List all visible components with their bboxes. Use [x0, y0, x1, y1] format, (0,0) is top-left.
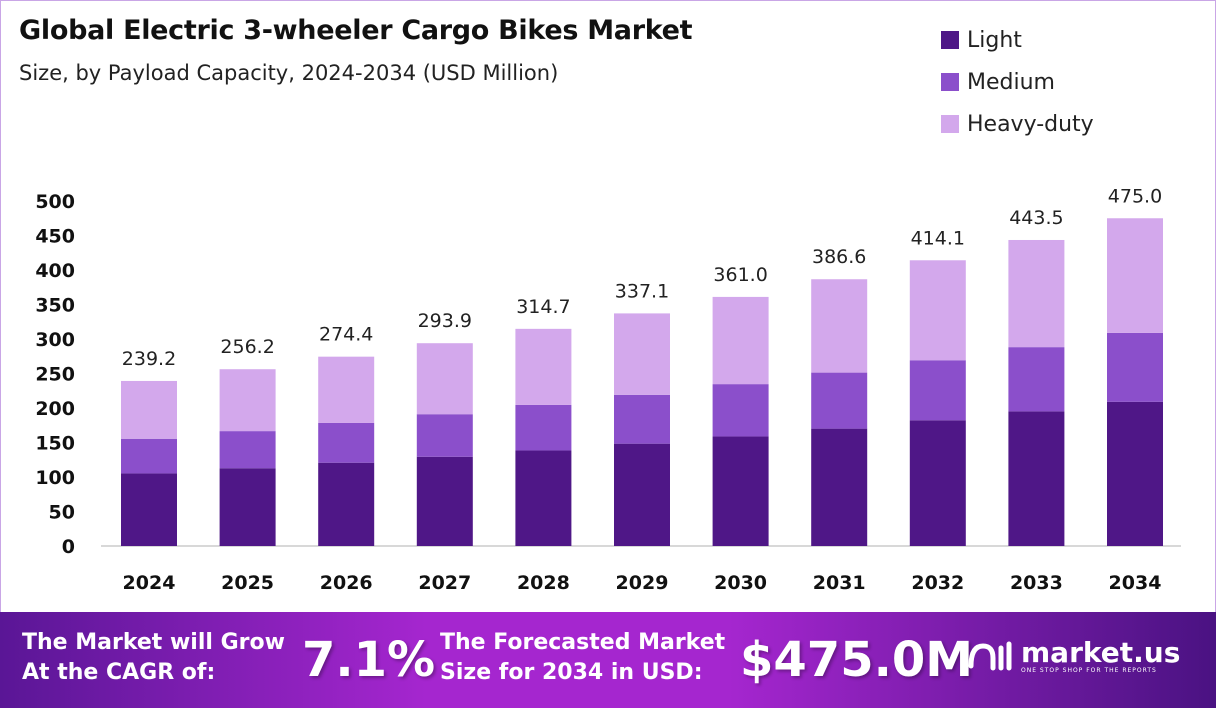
total-label: 293.9 — [418, 310, 472, 332]
bar-segment-medium — [712, 384, 769, 437]
x-tick-label: 2024 — [123, 572, 176, 594]
bar-segment-light — [909, 420, 966, 546]
bar-segment-medium — [416, 414, 473, 457]
forecast-label-line: Size for 2034 in USD: — [440, 660, 703, 685]
bar-segment-medium — [515, 404, 572, 451]
bar-segment-heavy-duty — [1107, 218, 1163, 333]
bar-segment-medium — [318, 422, 375, 463]
total-label: 274.4 — [319, 324, 373, 346]
bar-segment-medium — [811, 372, 868, 429]
bar-segment-light — [416, 456, 473, 546]
brand-name: market.us — [1021, 635, 1181, 669]
bar-segment-light — [1008, 411, 1065, 546]
bar-segment-heavy-duty — [515, 328, 572, 405]
x-tick-label: 2032 — [911, 572, 964, 594]
bar-segment-medium — [1008, 347, 1065, 412]
x-tick-label: 2031 — [813, 572, 866, 594]
chart-frame: Global Electric 3-wheeler Cargo Bikes Ma… — [0, 0, 1216, 613]
bar-segment-heavy-duty — [614, 313, 670, 395]
total-label: 256.2 — [220, 336, 274, 358]
bar-segment-light — [1107, 401, 1163, 546]
x-tick-label: 2027 — [418, 572, 471, 594]
brand-tagline: ONE STOP SHOP FOR THE REPORTS — [1021, 666, 1157, 674]
bar-chart: 0 50 100 150 200 250 300 350 400 450 500 239.2 2024 2… — [35, 185, 1181, 594]
bar-segment-light — [121, 473, 177, 546]
total-label: 386.6 — [812, 246, 866, 268]
bar-segment-heavy-duty — [318, 356, 375, 423]
bar-segment-medium — [219, 431, 276, 469]
bar-segment-light — [318, 462, 375, 546]
bar-segment-light — [614, 443, 670, 546]
total-label: 414.1 — [911, 227, 965, 249]
legend-label: Light — [967, 27, 1022, 53]
legend: Light Medium Heavy-duty — [941, 19, 1094, 145]
y-tick-label: 250 — [35, 364, 75, 386]
chart-title: Global Electric 3-wheeler Cargo Bikes Ma… — [19, 15, 693, 46]
bar-segment-heavy-duty — [909, 260, 966, 361]
total-label: 239.2 — [122, 348, 176, 370]
total-label: 361.0 — [713, 264, 767, 286]
y-tick-label: 400 — [35, 260, 75, 282]
legend-item-heavy-duty: Heavy-duty — [941, 103, 1094, 145]
cagr-label-line: At the CAGR of: — [22, 660, 216, 685]
total-label: 443.5 — [1009, 207, 1063, 229]
cagr-label-line: The Market will Grow — [22, 630, 285, 655]
x-tick-label: 2034 — [1109, 572, 1162, 594]
legend-label: Medium — [967, 69, 1055, 95]
y-tick-label: 100 — [35, 467, 75, 489]
bar-segment-medium — [1107, 332, 1163, 402]
x-tick-label: 2025 — [221, 572, 274, 594]
bar-segment-light — [219, 468, 276, 546]
y-tick-label: 500 — [35, 191, 75, 213]
cagr-label: The Market will Grow At the CAGR of: — [22, 628, 285, 688]
cagr-value: 7.1% — [302, 632, 436, 688]
bar-segment-heavy-duty — [121, 380, 177, 439]
market-us-logo: market.us ONE STOP SHOP FOR THE REPORTS — [965, 636, 1180, 676]
x-tick-label: 2026 — [320, 572, 373, 594]
y-tick-label: 150 — [35, 433, 75, 455]
footer-banner: The Market will Grow At the CAGR of: 7.1%… — [0, 612, 1216, 708]
legend-label: Heavy-duty — [967, 111, 1094, 137]
bar-segment-medium — [614, 394, 670, 444]
bar-segment-light — [712, 436, 769, 546]
bar-segment-light — [515, 450, 572, 546]
legend-item-medium: Medium — [941, 61, 1094, 103]
bar-segment-medium — [121, 438, 177, 474]
y-tick-label: 350 — [35, 295, 75, 317]
total-label: 337.1 — [615, 280, 669, 302]
x-tick-label: 2030 — [714, 572, 767, 594]
legend-swatch — [941, 115, 959, 133]
bar-segment-heavy-duty — [811, 279, 868, 373]
chart-subtitle: Size, by Payload Capacity, 2024-2034 (US… — [19, 61, 559, 85]
bar-segment-heavy-duty — [416, 343, 473, 415]
x-tick-label: 2028 — [517, 572, 570, 594]
bar-segment-heavy-duty — [219, 369, 276, 432]
x-tick-label: 2033 — [1010, 572, 1063, 594]
legend-swatch — [941, 73, 959, 91]
forecast-label-line: The Forecasted Market — [440, 630, 726, 655]
legend-item-light: Light — [941, 19, 1094, 61]
bar-segment-medium — [909, 360, 966, 421]
x-tick-label: 2029 — [616, 572, 669, 594]
y-tick-label: 0 — [62, 536, 75, 558]
bar-segment-heavy-duty — [1008, 239, 1065, 348]
forecast-label: The Forecasted Market Size for 2034 in US… — [440, 628, 725, 688]
bar-segment-heavy-duty — [712, 296, 769, 385]
total-label: 475.0 — [1108, 185, 1162, 207]
y-tick-label: 50 — [49, 502, 75, 524]
logo-icon — [968, 641, 1012, 671]
y-tick-label: 450 — [35, 226, 75, 248]
y-tick-label: 300 — [35, 329, 75, 351]
legend-swatch — [941, 31, 959, 49]
forecast-value: $475.0M — [740, 632, 973, 688]
y-tick-label: 200 — [35, 398, 75, 420]
total-label: 314.7 — [516, 296, 570, 318]
bar-segment-light — [811, 428, 868, 546]
